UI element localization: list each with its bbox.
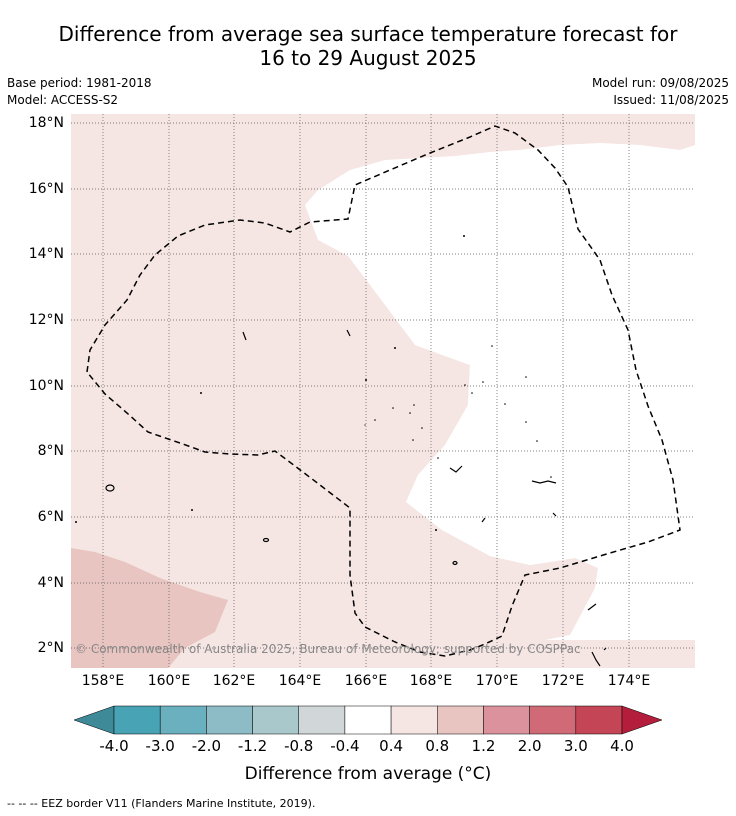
colorbar-swatch <box>575 705 623 735</box>
colorbar-swatch <box>529 705 577 735</box>
colorbar-tick-label: -0.4 <box>330 737 360 755</box>
colorbar-swatch <box>344 705 392 735</box>
graticule <box>71 114 695 668</box>
lat-tick-8: 8°N <box>37 443 64 459</box>
lat-tick-12: 12°N <box>28 312 64 328</box>
colorbar-over-arrow <box>621 705 663 735</box>
meta-left: Base period: 1981-2018 Model: ACCESS-S2 <box>7 75 152 109</box>
colorbar-tick-label: 0.8 <box>425 737 450 755</box>
meta-right: Model run: 09/08/2025 Issued: 11/08/2025 <box>592 75 729 109</box>
lon-tick-158: 158°E <box>81 673 125 689</box>
lon-tick-166: 166°E <box>344 673 388 689</box>
colorbar <box>73 705 663 735</box>
colorbar-tick-label: -2.0 <box>191 737 221 755</box>
small-islets <box>75 235 552 531</box>
lat-tick-18: 18°N <box>28 115 64 131</box>
colorbar-tick-label: -1.2 <box>237 737 268 755</box>
anomaly-fill-0.8-1.2 <box>71 548 228 668</box>
lon-tick-174: 174°E <box>607 673 651 689</box>
lat-tick-16: 16°N <box>28 181 64 197</box>
colorbar-swatch <box>390 705 438 735</box>
colorbar-swatch <box>298 705 346 735</box>
lat-tick-2: 2°N <box>37 640 64 656</box>
map-area <box>71 114 695 668</box>
lat-tick-10: 10°N <box>28 378 64 394</box>
eez-legend-note: -- -- -- EEZ border V11 (Flanders Marine… <box>7 797 316 810</box>
colorbar-under-arrow <box>73 705 115 735</box>
islands <box>105 329 607 667</box>
title-line-2: 16 to 29 August 2025 <box>259 46 477 70</box>
colorbar-swatch <box>206 705 253 735</box>
colorbar-tick-label: -0.8 <box>284 737 314 755</box>
lat-tick-4: 4°N <box>37 575 64 591</box>
colorbar-swatch <box>113 705 161 735</box>
copyright-credit: © Commonwealth of Australia 2025, Bureau… <box>75 642 581 656</box>
colorbar-swatch <box>437 705 484 735</box>
colorbar-tick-label: 2.0 <box>517 737 542 755</box>
lon-tick-164: 164°E <box>278 673 322 689</box>
lon-tick-162: 162°E <box>212 673 256 689</box>
colorbar-swatch <box>159 705 207 735</box>
colorbar-tick-label: -4.0 <box>99 737 129 755</box>
base-period: Base period: 1981-2018 <box>7 76 152 90</box>
issued-date: Issued: 11/08/2025 <box>613 93 729 107</box>
colorbar-title: Difference from average (°C) <box>244 764 492 784</box>
lon-tick-168: 168°E <box>409 673 453 689</box>
colorbar-tick-label: 4.0 <box>610 737 634 755</box>
model-run: Model run: 09/08/2025 <box>591 76 729 90</box>
colorbar-swatch <box>252 705 299 735</box>
colorbar-tick-label: 1.2 <box>471 737 496 755</box>
lon-tick-172: 172°E <box>541 673 585 689</box>
title-line-1: Difference from average sea surface temp… <box>58 22 678 46</box>
colorbar-tick-label: 0.4 <box>379 737 404 755</box>
map-title: Difference from average sea surface temp… <box>0 22 736 70</box>
lon-tick-160: 160°E <box>147 673 191 689</box>
model-name: Model: ACCESS-S2 <box>7 93 119 107</box>
colorbar-tick-label: -3.0 <box>145 737 175 755</box>
eez-border <box>86 125 681 657</box>
anomaly-fill-near-average-east <box>406 145 695 640</box>
lat-tick-14: 14°N <box>28 246 64 262</box>
colorbar-tick-label: 3.0 <box>563 737 588 755</box>
colorbar-swatch <box>483 705 530 735</box>
lon-tick-170: 170°E <box>475 673 519 689</box>
lat-tick-6: 6°N <box>37 509 64 525</box>
